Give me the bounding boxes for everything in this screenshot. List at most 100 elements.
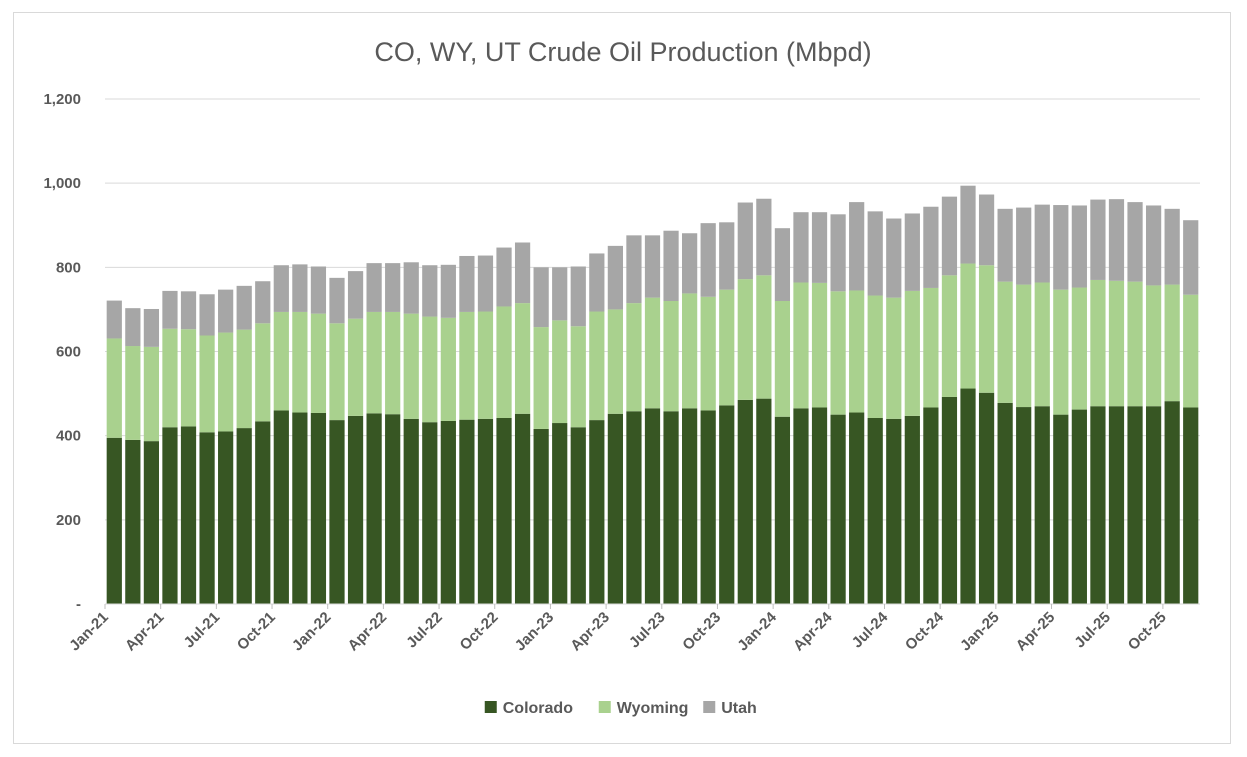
bar-wyoming [552,320,568,424]
x-tick-label: Jan-25 [957,609,1003,655]
x-tick-label: Oct-21 [234,609,279,654]
bar-utah [199,294,215,336]
bar-colorado [589,420,605,604]
x-tick-label: Apr-24 [790,608,836,654]
bar-colorado [403,418,419,604]
bar-utah [793,212,809,283]
bar-utah [589,253,605,312]
bar-colorado [663,411,679,604]
bar-utah [477,255,494,312]
bar-colorado [1053,414,1069,604]
x-tick-label: Apr-21 [122,609,168,655]
bar-wyoming [329,323,345,421]
bar-colorado [385,414,401,604]
bar-colorado [904,415,920,604]
bar-colorado [811,407,828,604]
bar-wyoming [1164,284,1180,402]
bar-colorado [644,408,661,604]
chart-svg: CO, WY, UT Crude Oil Production (Mbpd) -… [43,37,1200,717]
y-tick-label: - [76,596,81,613]
legend-swatch [598,701,611,713]
bar-utah [626,235,642,304]
bar-colorado [106,437,122,604]
x-tick-label: Jul-21 [181,609,224,652]
bar-wyoming [403,313,419,419]
bar-colorado [496,417,512,604]
bar-utah [663,230,679,301]
bar-utah [533,267,549,328]
bar-utah [273,265,289,312]
bar-utah [162,290,178,329]
bar-wyoming [719,289,735,406]
bar-wyoming [347,318,364,416]
bar-wyoming [218,332,234,432]
bar-wyoming [904,290,920,416]
y-tick-label: 1,200 [43,91,81,108]
bar-colorado [997,402,1013,604]
bar-utah [756,198,772,276]
bar-utah [1164,208,1180,285]
bar-utah [941,196,958,276]
bar-utah [329,277,345,324]
bar-wyoming [459,311,475,420]
bar-wyoming [477,311,494,419]
bar-colorado [960,388,976,604]
legend: Colorado Wyoming Utah [484,700,757,717]
bar-wyoming [236,329,252,429]
bar-utah [125,308,141,347]
bar-wyoming [774,301,791,417]
x-tick-label: Apr-25 [1013,609,1059,655]
bar-wyoming [886,297,902,419]
y-tick-label: 600 [56,344,81,361]
bar-utah [236,285,252,330]
bar-colorado [440,420,456,604]
bar-wyoming [106,338,122,438]
bar-utah [997,208,1013,282]
bar-wyoming [700,296,716,411]
y-tick-label: 800 [56,259,81,276]
x-tick-label: Jan-24 [734,608,780,654]
bar-colorado [1145,406,1162,604]
bar-colorado [607,413,623,604]
legend-swatch [484,701,497,713]
x-tick-label: Apr-22 [345,609,391,655]
bar-utah [255,281,271,324]
bar-colorado [700,410,716,604]
bar-wyoming [849,290,865,413]
x-tick-label: Apr-23 [567,609,613,655]
bar-utah [1053,205,1069,290]
bar-utah [347,271,364,319]
bar-colorado [682,408,698,604]
bar-utah [1071,205,1087,288]
bar-colorado [347,415,364,604]
bar-wyoming [1145,285,1162,407]
bar-utah [292,264,308,312]
bar-wyoming [1127,281,1143,407]
bar-colorado [218,431,234,604]
bar-wyoming [589,311,605,421]
bar-wyoming [162,328,178,428]
legend-item-wyoming: Wyoming [598,700,688,717]
bar-wyoming [960,263,976,389]
bar-colorado [849,412,865,604]
bar-wyoming [682,293,698,409]
bar-utah [496,247,512,307]
bar-wyoming [867,295,883,418]
bar-utah [960,185,976,264]
bar-wyoming [756,275,772,399]
x-tick-label: Oct-24 [902,608,947,653]
bar-colorado [533,428,549,604]
bar-utah [1127,202,1143,282]
bar-wyoming [514,303,531,414]
bar-wyoming [143,346,160,442]
y-tick-label: 400 [56,428,81,445]
x-tick-label: Jul-22 [403,609,446,652]
bar-utah [644,235,661,298]
bar-utah [607,245,623,310]
chart-title: CO, WY, UT Crude Oil Production (Mbpd) [374,37,871,67]
bar-utah [978,194,995,266]
bar-colorado [143,441,160,604]
bar-utah [385,263,401,312]
bar-colorado [978,392,995,604]
bar-colorado [1016,407,1032,604]
